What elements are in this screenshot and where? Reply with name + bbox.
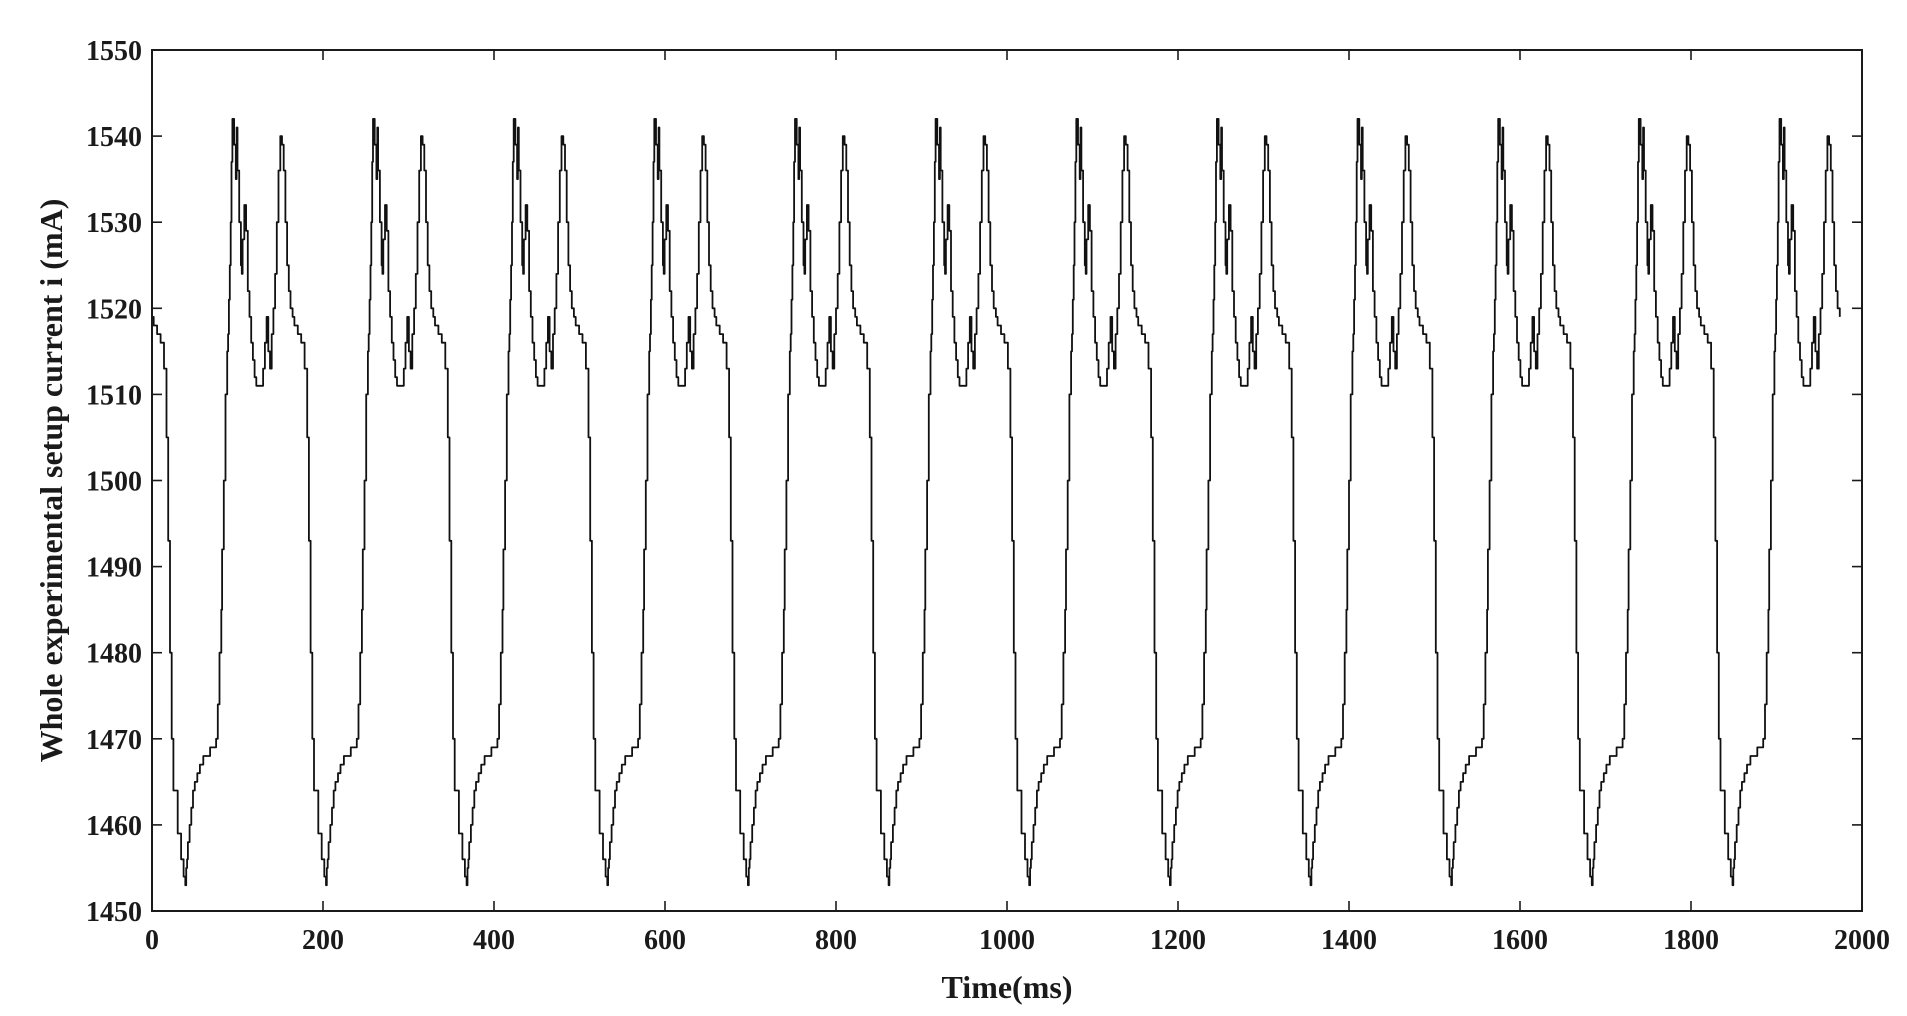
- x-axis-title: Time(ms): [942, 969, 1073, 1005]
- x-axis: 0 200 400 600 800 1000 1200 1400 1600 1800 2000: [145, 50, 1890, 956]
- y-tick-label: 1470: [86, 725, 142, 756]
- x-tick-label: 1800: [1663, 925, 1719, 956]
- y-tick-label: 1520: [86, 294, 142, 325]
- x-tick-label: 1600: [1492, 925, 1548, 956]
- x-tick-label: 600: [644, 925, 686, 956]
- x-tick-label: 1400: [1321, 925, 1377, 956]
- y-tick-label: 1540: [86, 122, 142, 153]
- x-tick-label: 1000: [979, 925, 1035, 956]
- y-axis: 1450 1460 1470 1480 1490 1500 1510 1520 1530 1540…: [86, 36, 1862, 928]
- y-tick-label: 1550: [86, 36, 142, 67]
- x-tick-label: 400: [473, 925, 515, 956]
- y-tick-label: 1490: [86, 553, 142, 584]
- plot-area: [152, 118, 1841, 887]
- x-tick-label: 800: [815, 925, 857, 956]
- y-tick-label: 1510: [86, 380, 142, 411]
- y-axis-title: Whole experimental setup current i (mA): [33, 199, 69, 763]
- plot-frame: [151, 49, 1863, 912]
- x-tick-label: 1200: [1150, 925, 1206, 956]
- x-tick-label: 0: [145, 925, 159, 956]
- y-tick-label: 1450: [86, 897, 142, 928]
- y-tick-label: 1460: [86, 811, 142, 842]
- x-tick-label: 200: [302, 925, 344, 956]
- x-tick-label: 2000: [1834, 925, 1890, 956]
- y-tick-label: 1480: [86, 639, 142, 670]
- y-tick-label: 1530: [86, 208, 142, 239]
- y-tick-label: 1500: [86, 467, 142, 498]
- current-series-line: [152, 118, 1841, 887]
